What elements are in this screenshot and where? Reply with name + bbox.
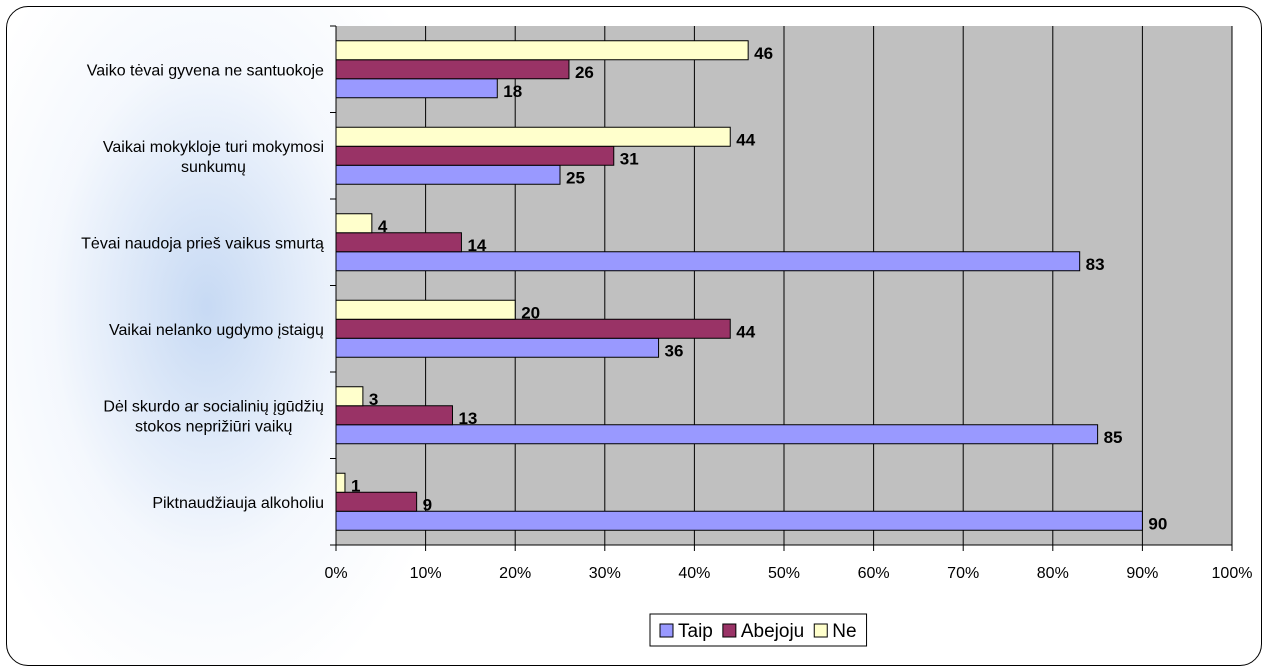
bar-abejoju (335, 491, 418, 512)
legend-label-ne: Ne (832, 621, 856, 642)
x-tick-label: 60% (858, 565, 890, 582)
bar-chart: 0% 10% 20% 30% 40% 50% 60% 70% 80% 90% 100% 18 26 46 V… (81, 25, 1252, 647)
bar-ne (335, 126, 731, 147)
x-tick-label: 50% (768, 565, 800, 582)
data-label: 25 (566, 168, 585, 187)
bar-taip (335, 337, 660, 358)
x-tick-label: 80% (1037, 565, 1069, 582)
x-tick-label: 40% (678, 565, 710, 582)
bar-abejoju (335, 59, 570, 80)
x-tick-label: 30% (589, 565, 621, 582)
bar-ne (335, 299, 516, 320)
bar-abejoju (335, 232, 462, 253)
legend-swatch-taip (659, 623, 674, 638)
x-tick-label: 20% (499, 565, 531, 582)
legend: Taip Abejoju Ne (649, 613, 868, 647)
category-label: Vaiko tėvai gyvena ne santuokoje (87, 62, 324, 79)
bar-taip (335, 510, 1143, 531)
bars (335, 40, 1143, 531)
bar-ne (335, 386, 364, 407)
x-tick-label: 90% (1126, 565, 1158, 582)
data-label: 20 (521, 303, 540, 322)
category-label: Dėl skurdo ar socialinių įgūdžių stokos n… (103, 398, 324, 435)
data-label: 26 (575, 63, 594, 82)
data-label: 44 (736, 130, 755, 149)
data-label: 44 (736, 322, 755, 341)
legend-label-abejoju: Abejoju (741, 621, 804, 642)
bar-taip (335, 251, 1081, 272)
bar-taip (335, 424, 1099, 445)
data-label: 46 (754, 44, 773, 63)
category-label: Vaikai mokykloje turi mokymosi sunkumų (103, 139, 324, 176)
data-label: 4 (378, 217, 388, 236)
data-label: 13 (458, 409, 477, 428)
data-label: 18 (503, 82, 522, 101)
legend-label-taip: Taip (678, 621, 713, 642)
data-label: 36 (665, 341, 684, 360)
category-label: Tėvai naudoja prieš vaikus smurtą (81, 235, 324, 252)
bar-abejoju (335, 145, 615, 166)
data-label: 83 (1086, 255, 1105, 274)
data-label: 14 (467, 236, 486, 255)
data-label: 9 (423, 495, 432, 514)
x-tick-label: 10% (410, 565, 442, 582)
bar-ne (335, 40, 749, 61)
legend-swatch-abejoju (722, 623, 737, 638)
gridlines (425, 26, 1233, 545)
bar-abejoju (335, 405, 453, 426)
data-label: 90 (1148, 514, 1167, 533)
x-tick-label: 70% (947, 565, 979, 582)
bar-ne (335, 213, 373, 234)
category-label: Vaikai nelanko ugdymo įstaigų (109, 322, 324, 339)
data-label: 85 (1104, 428, 1123, 447)
legend-box (649, 613, 868, 647)
data-label: 3 (369, 390, 378, 409)
x-tick-label: 0% (324, 565, 347, 582)
bar-ne (335, 472, 346, 493)
axes (330, 25, 1233, 551)
legend-swatch-ne (813, 623, 828, 638)
bar-taip (335, 78, 498, 99)
category-label: Piktnaudžiauja alkoholiu (152, 495, 324, 512)
bar-taip (335, 164, 561, 185)
x-tick-label: 100% (1212, 565, 1253, 582)
data-label: 31 (620, 149, 639, 168)
labels: 0% 10% 20% 30% 40% 50% 60% 70% 80% 90% 100% 18 26 46 V… (81, 44, 1252, 582)
data-label: 1 (351, 476, 360, 495)
